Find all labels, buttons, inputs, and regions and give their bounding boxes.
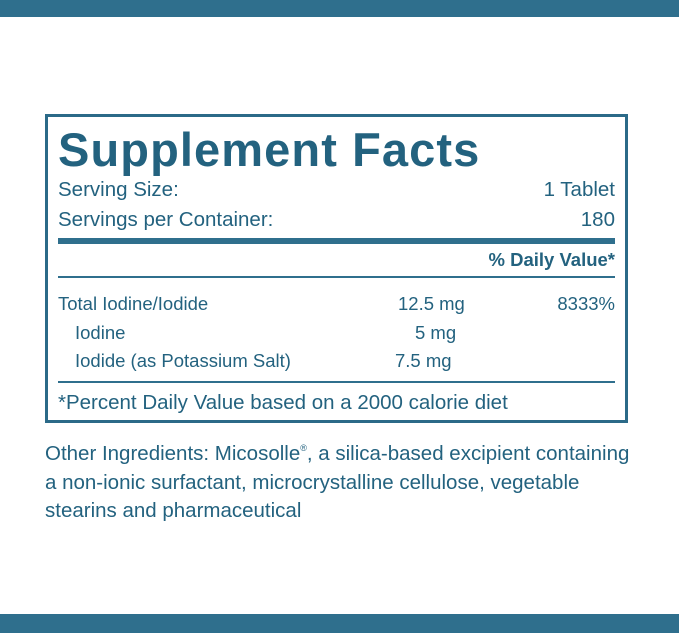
serving-size-row: Serving Size: 1 Tablet [58, 178, 615, 202]
serving-size-label: Serving Size: [58, 178, 179, 201]
serving-size-value: 1 Tablet [543, 178, 615, 201]
nutrient-daily-value: 8333% [557, 293, 615, 314]
daily-value-header: % Daily Value* [488, 249, 615, 270]
thin-divider [58, 381, 615, 383]
top-border-bar [0, 0, 679, 17]
servings-per-container-row: Servings per Container: 180 [58, 208, 615, 232]
thick-divider [58, 238, 615, 244]
servings-per-container-label: Servings per Container: [58, 208, 274, 231]
other-ingredients-rest: , a silica-based excipient containing a … [45, 442, 630, 522]
daily-value-footnote: *Percent Daily Value based on a 2000 cal… [58, 391, 508, 414]
supplement-facts-panel: Supplement Facts Serving Size: 1 Tablet … [45, 114, 628, 423]
nutrient-name: Iodine [75, 322, 126, 343]
other-ingredients-text: Other Ingredients: Micosolle®, a silica-… [45, 434, 645, 526]
other-ingredients-prefix: Other Ingredients: Micosolle [45, 442, 301, 465]
thin-divider [58, 276, 615, 278]
bottom-border-bar [0, 614, 679, 633]
nutrient-name: Iodide (as Potassium Salt) [75, 350, 291, 371]
panel-title: Supplement Facts [58, 123, 481, 176]
nutrient-name: Total Iodine/Iodide [58, 293, 209, 314]
registered-mark: ® [300, 443, 307, 453]
nutrient-amount: 12.5 mg [398, 293, 465, 314]
nutrient-amount: 7.5 mg [395, 350, 452, 371]
servings-per-container-value: 180 [580, 208, 615, 231]
nutrient-amount: 5 mg [415, 322, 457, 343]
